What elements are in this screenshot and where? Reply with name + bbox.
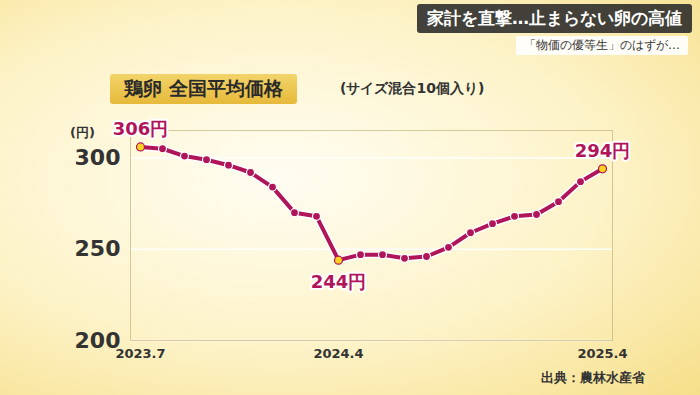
svg-text:294円: 294円 <box>575 140 631 161</box>
svg-text:200: 200 <box>75 328 121 353</box>
html-text:出典：農林水産省: 出典：農林水産省 <box>541 370 645 385</box>
svg-text:2024.4: 2024.4 <box>313 346 363 361</box>
svg-text:306円: 306円 <box>113 118 169 139</box>
html-text:(サイズ混合10個入り): (サイズ混合10個入り) <box>340 80 485 96</box>
html-text:家計を直撃…止まらない卵の高値: 家計を直撃…止まらない卵の高値 <box>427 8 682 28</box>
svg-text:244円: 244円 <box>311 271 367 292</box>
svg-text:2023.7: 2023.7 <box>115 346 165 361</box>
html-text:「物価の優等生」のはずが…: 「物価の優等生」のはずが… <box>524 38 680 52</box>
svg-text:2025.4: 2025.4 <box>577 346 627 361</box>
html-text:(円): (円) <box>70 125 95 140</box>
svg-text:250: 250 <box>75 236 121 261</box>
html-text:鶏卵 全国平均価格: 鶏卵 全国平均価格 <box>124 77 283 99</box>
svg-text:300: 300 <box>75 145 121 170</box>
